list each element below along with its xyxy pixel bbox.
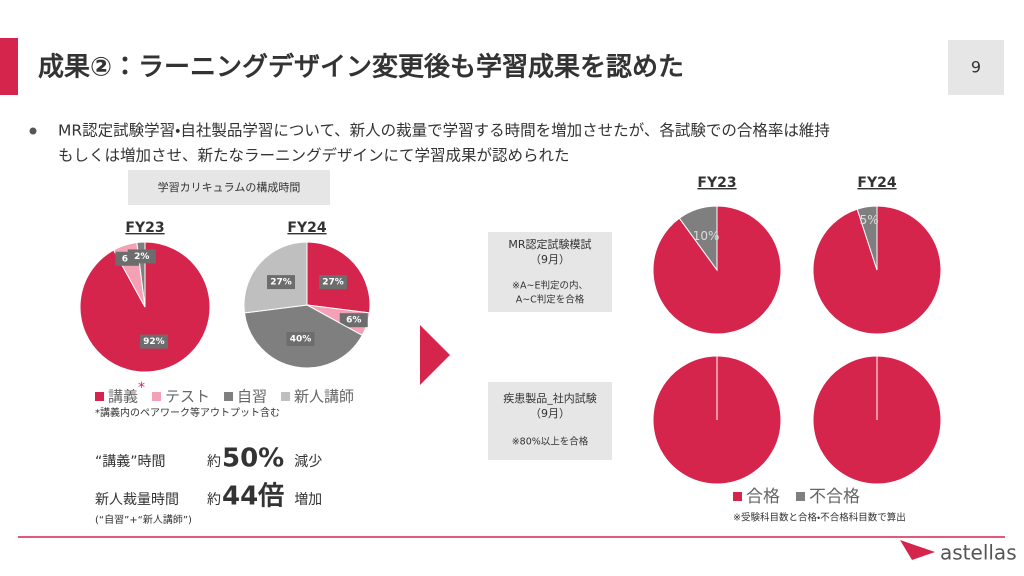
summary-sub: (“自習”+“新人講師”) — [95, 513, 192, 526]
row-label-box — [488, 232, 612, 312]
column-header: FY24 — [857, 175, 896, 191]
legend-swatch — [95, 392, 104, 401]
label-box — [139, 334, 168, 349]
legend-swatch — [733, 492, 742, 501]
legend-swatch — [152, 392, 162, 401]
summary-suffix: 増加 — [294, 492, 322, 508]
value-label: 10% — [693, 229, 720, 243]
footnote: ※受験科目数と合格・不合格科目数で算出 — [733, 512, 906, 524]
summary-prefix: 約 — [207, 454, 221, 470]
legend-swatch — [796, 492, 805, 501]
footnote: *講義内のペアワーク等アウトプット含む — [95, 406, 280, 419]
legend-swatch — [281, 392, 291, 401]
summary-figure: 44倍 — [222, 482, 284, 512]
legend-label: 不合格 — [809, 487, 860, 507]
heading-box — [128, 170, 330, 205]
pie-slice — [652, 205, 782, 335]
page-number: 9 — [971, 58, 981, 77]
legend-label: テスト — [165, 388, 210, 406]
bullet-line: MR認定試験学習・自社製品学習について、新人の裁量で学習する時間を増加させたが、… — [58, 122, 830, 140]
summary-label: “講義”時間 — [95, 453, 166, 470]
value-label: 40% — [290, 335, 312, 345]
value-label: 27% — [270, 278, 292, 288]
arrow — [420, 325, 450, 385]
summary-label: 新人裁量時間 — [95, 492, 179, 508]
row-label: ※80%以上を合格 — [512, 436, 589, 448]
legend-swatch — [224, 392, 234, 401]
logo: astellas — [940, 541, 1017, 565]
row-label: ※A~E判定の内、 — [512, 280, 588, 292]
page-box — [948, 40, 1004, 95]
logo-mark — [900, 540, 935, 560]
value-label: 27% — [322, 278, 344, 288]
pie-slice — [678, 205, 718, 272]
legend-label: 新人講師 — [294, 388, 354, 406]
chart-title: FY23 — [125, 220, 164, 236]
column-header: FY23 — [697, 175, 736, 191]
pie-slice — [856, 205, 878, 271]
slide-title: 成果②：ラーニングデザイン変更後も学習成果を認めた — [38, 52, 684, 83]
pie-slice — [812, 205, 942, 335]
row-label: MR認定試験模試 — [508, 237, 591, 251]
row-label-box — [488, 382, 612, 460]
label-box — [286, 332, 315, 347]
label-box — [267, 275, 296, 290]
value-label: 92% — [143, 337, 165, 347]
legend-label: 講義 — [108, 388, 138, 406]
legend-label: 自習 — [237, 388, 267, 406]
row-label: （9月） — [530, 407, 570, 420]
row-label: 疾患製品_社内試験 — [503, 391, 597, 405]
row-label: （9月） — [530, 253, 570, 266]
legend-marker: * — [138, 380, 145, 396]
row-label: A~C判定を合格 — [516, 294, 585, 306]
value-label: 6% — [346, 316, 361, 326]
label-box — [318, 275, 347, 290]
curriculum-heading: 学習カリキュラムの構成時間 — [158, 180, 301, 194]
value-label: 2% — [134, 252, 149, 262]
summary-suffix: 減少 — [294, 453, 322, 470]
legend-label: 合格 — [746, 487, 780, 507]
bullet-dot — [29, 127, 37, 135]
value-label: 5% — [860, 213, 879, 227]
bullet-line: もしくは増加させ、新たなラーニングデザインにて学習成果が認められた — [58, 146, 570, 165]
title-bar — [0, 38, 18, 95]
chart-title: FY24 — [287, 220, 326, 236]
summary-figure: 50% — [222, 444, 284, 474]
summary-prefix: 約 — [207, 492, 221, 508]
label-box — [339, 313, 368, 328]
label-box — [127, 249, 156, 264]
